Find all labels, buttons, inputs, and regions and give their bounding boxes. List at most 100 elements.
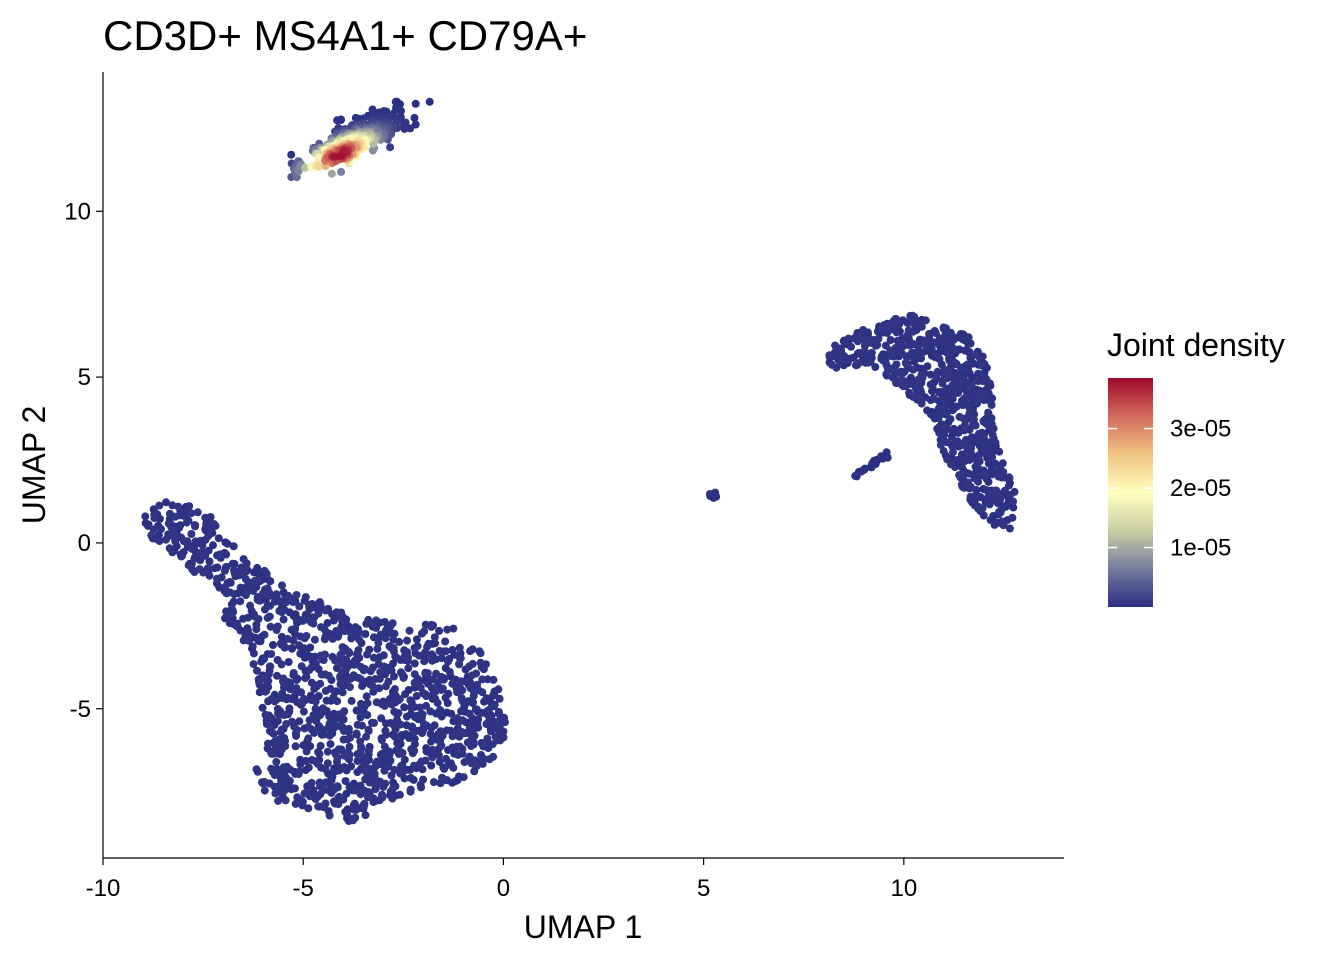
data-point [353, 768, 362, 777]
data-point [994, 472, 1003, 481]
data-point [388, 794, 397, 803]
data-point [349, 779, 358, 788]
data-point [267, 748, 275, 757]
data-point [352, 729, 361, 738]
data-point [906, 340, 915, 349]
data-point [844, 334, 853, 343]
data-point [405, 626, 414, 635]
data-point [258, 703, 267, 712]
data-point [387, 771, 396, 780]
data-point [291, 624, 300, 633]
data-point [495, 709, 503, 718]
data-point [321, 605, 330, 614]
data-point [375, 684, 384, 693]
data-point [293, 725, 301, 734]
data-point [465, 726, 474, 735]
data-point [301, 789, 309, 798]
data-point [892, 328, 901, 337]
data-point [389, 720, 398, 729]
data-point [493, 734, 501, 743]
data-point [337, 167, 346, 176]
data-point [937, 420, 946, 429]
legend-tick-label: 1e-05 [1170, 535, 1231, 562]
data-point [304, 763, 313, 772]
data-point [454, 750, 462, 759]
data-point [973, 457, 981, 466]
data-point [423, 669, 432, 678]
data-point [432, 655, 440, 664]
data-point [474, 686, 483, 694]
x-tick-label: 10 [890, 875, 917, 902]
data-point [323, 747, 332, 756]
data-point [314, 607, 323, 615]
x-tick-label: 0 [497, 875, 510, 902]
data-point [260, 786, 269, 795]
data-point [333, 697, 342, 706]
legend-ticks: 1e-05 2e-05 3e-05 [1108, 416, 1231, 562]
data-point [489, 675, 498, 684]
data-point [306, 652, 315, 661]
data-point [883, 453, 892, 462]
data-point [954, 428, 963, 437]
data-point [948, 332, 957, 341]
data-point [282, 598, 290, 607]
data-point [309, 619, 318, 628]
data-point [187, 544, 196, 553]
data-point [324, 671, 333, 680]
data-point [421, 648, 430, 657]
data-point [410, 644, 419, 652]
data-point [854, 359, 863, 367]
data-point [952, 402, 961, 411]
data-point [313, 726, 322, 735]
data-point [304, 734, 313, 743]
data-point [364, 726, 373, 735]
data-point [908, 313, 917, 322]
data-point [314, 802, 323, 811]
data-point [378, 793, 387, 802]
data-point [389, 784, 397, 793]
data-point [420, 627, 429, 636]
data-point [338, 723, 347, 732]
data-point [357, 699, 365, 708]
data-point [193, 508, 202, 517]
data-point [984, 389, 993, 398]
data-point [345, 649, 354, 658]
data-point [394, 709, 403, 718]
data-point [992, 486, 1001, 495]
data-point [903, 331, 912, 340]
data-point [377, 736, 386, 745]
data-point [472, 669, 481, 678]
data-point [364, 746, 373, 755]
data-point [332, 608, 341, 617]
data-point [408, 722, 417, 731]
data-point [975, 393, 984, 402]
data-point [356, 748, 365, 757]
data-point [224, 611, 233, 619]
data-point [270, 697, 279, 706]
data-point [369, 653, 378, 662]
data-point [294, 797, 303, 806]
data-point [867, 348, 876, 357]
data-point [161, 535, 170, 544]
data-point [949, 448, 957, 457]
data-point [356, 737, 365, 746]
data-point [172, 532, 181, 541]
data-point [944, 418, 953, 427]
data-point [310, 635, 319, 644]
data-point [356, 662, 365, 671]
data-point [260, 674, 269, 683]
data-point [346, 628, 355, 637]
data-point [488, 740, 497, 749]
data-point [337, 660, 346, 669]
data-point [294, 770, 303, 779]
data-point [440, 647, 448, 656]
data-point [209, 541, 217, 550]
data-point [174, 502, 183, 511]
data-point [278, 581, 286, 590]
data-point [431, 694, 440, 703]
data-point [351, 786, 360, 795]
data-point [453, 688, 462, 697]
y-tick-label: 0 [78, 530, 91, 557]
data-point [243, 626, 252, 635]
data-point [338, 617, 347, 626]
